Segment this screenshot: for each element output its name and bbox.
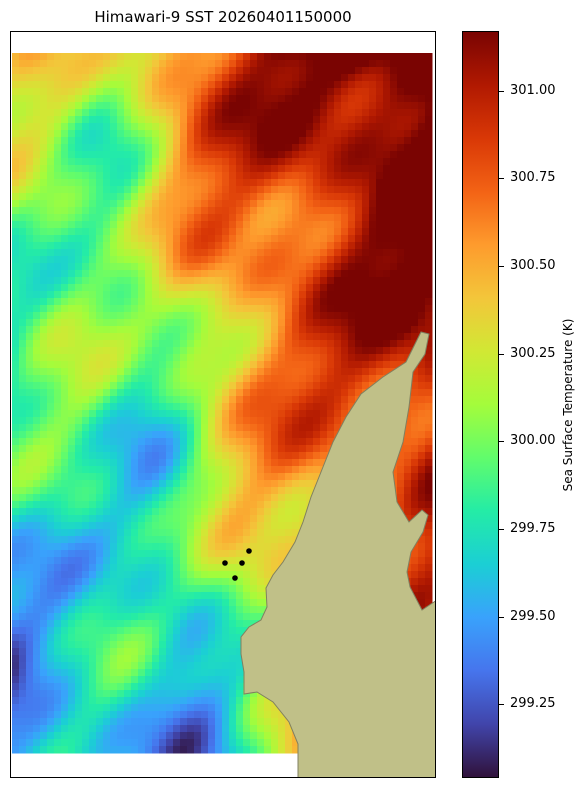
sst-map[interactable] (11, 32, 436, 778)
colorbar-gradient (463, 32, 498, 777)
colorbar-tick-label: 300.00 (510, 433, 556, 449)
colorbar-tick-label: 300.25 (510, 345, 556, 361)
map-title: Himawari-9 SST 20260401150000 (94, 8, 352, 26)
station-marker[interactable] (239, 560, 245, 566)
colorbar-tick-mark (499, 441, 504, 443)
map-panel[interactable] (10, 31, 436, 778)
landmass (240, 331, 435, 777)
colorbar-tick-label: 301.00 (510, 82, 556, 98)
colorbar-tick-label: 300.50 (510, 257, 556, 273)
colorbar-tick-label: 299.50 (510, 608, 556, 624)
land-polygon (240, 331, 435, 777)
station-marker[interactable] (232, 575, 238, 581)
colorbar-tick-mark (499, 616, 504, 618)
colorbar-tick-label: 300.75 (510, 170, 556, 186)
colorbar (462, 31, 499, 778)
colorbar-label: Sea Surface Temperature (K) (561, 318, 575, 492)
colorbar-tick-mark (499, 529, 504, 530)
station-marker[interactable] (222, 560, 228, 566)
colorbar-tick-mark (499, 704, 504, 706)
colorbar-tick-mark (499, 265, 504, 267)
colorbar-tick-label: 299.75 (510, 521, 556, 536)
station-markers (222, 548, 252, 581)
colorbar-tick-mark (499, 90, 504, 92)
colorbar-tick-mark (499, 353, 504, 355)
colorbar-tick-label: 299.25 (510, 696, 556, 712)
colorbar-tick-mark (499, 178, 504, 180)
station-marker[interactable] (246, 548, 252, 554)
